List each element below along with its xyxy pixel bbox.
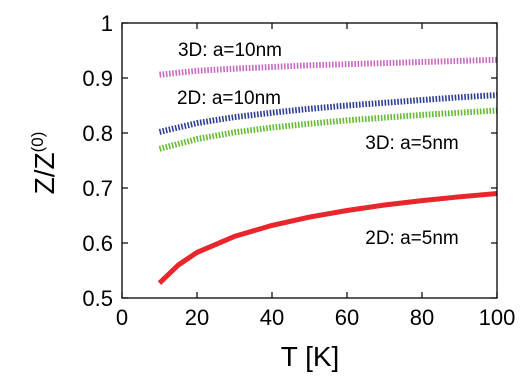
- y-tick-label: 0.7: [82, 176, 113, 201]
- label-layer: 3D: a=10nm 2D: a=10nm 3D: a=5nm 2D: a=5nm: [177, 40, 459, 249]
- series-label: 2D: a=5nm: [365, 228, 458, 249]
- y-tick-label: 0.9: [82, 66, 113, 91]
- y-axis-label: Z/Z(0): [28, 132, 60, 195]
- x-tick-label: 60: [335, 305, 359, 330]
- y-axis-label-superscript: (0): [28, 132, 47, 153]
- x-tick-label: 80: [410, 305, 434, 330]
- plot-frame: [121, 22, 498, 299]
- series-layer: [157, 56, 498, 285]
- series-line: [157, 191, 498, 285]
- series-line: [158, 107, 498, 152]
- x-tick-label: 0: [116, 305, 128, 330]
- y-tick-label: 0.5: [82, 286, 113, 311]
- tick-layer: 0 20 40 60 80 100 0.5 0.6 0.7 0.8 0.9 1: [82, 11, 515, 330]
- series-line: [158, 92, 498, 135]
- series-label: 2D: a=10nm: [177, 88, 281, 109]
- series-label: 3D: a=10nm: [178, 40, 282, 61]
- x-axis-label: T [K]: [281, 341, 340, 372]
- x-tick-label: 100: [479, 305, 516, 330]
- y-axis-label-main: Z/Z: [29, 152, 60, 194]
- series-line: [159, 56, 498, 78]
- y-tick-label: 0.6: [82, 231, 113, 256]
- x-tick-label: 20: [185, 305, 209, 330]
- series-label: 3D: a=5nm: [365, 133, 458, 154]
- x-tick-label: 40: [260, 305, 284, 330]
- y-tick-label: 1: [101, 11, 113, 36]
- y-tick-label: 0.8: [82, 121, 113, 146]
